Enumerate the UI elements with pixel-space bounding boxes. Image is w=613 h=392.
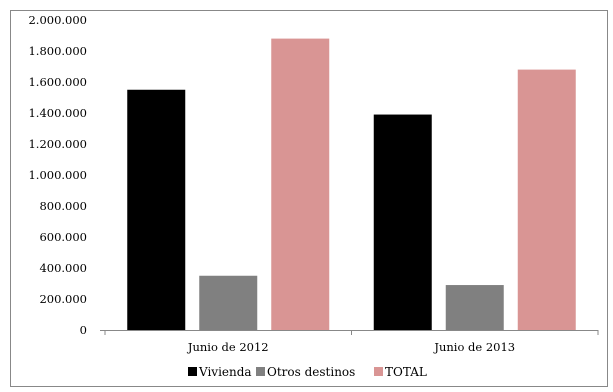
legend-swatch-otros-destinos — [256, 367, 265, 376]
y-tick-label: 600.000 — [39, 230, 87, 244]
y-tick-label: 1.600.000 — [28, 75, 87, 89]
y-tick-label: 1.200.000 — [28, 137, 87, 151]
bar-total — [271, 38, 330, 330]
y-tick-label: 800.000 — [39, 199, 87, 213]
bar-otros-destinos — [445, 285, 504, 330]
bar-otros-destinos — [199, 275, 258, 330]
y-tick-label: 200.000 — [39, 292, 87, 306]
legend-swatch-total — [374, 367, 383, 376]
x-axis-ticks: Junio de 2012 Junio de 2013 — [104, 330, 599, 354]
y-axis-ticks: 0 200.000 400.000 600.000 800.000 1.000.000 1.… — [28, 13, 87, 337]
y-tick-label: 1.400.000 — [28, 106, 87, 120]
legend-label-total: TOTAL — [385, 365, 427, 379]
x-tick-label: Junio de 2013 — [433, 340, 515, 354]
x-tick-label: Junio de 2012 — [187, 340, 269, 354]
legend-label-vivienda: Vivienda — [198, 365, 252, 379]
y-tick-label: 2.000.000 — [28, 13, 87, 27]
bar-total — [517, 69, 576, 330]
y-tick-label: 1.800.000 — [28, 44, 87, 58]
bar-vivienda — [373, 114, 432, 330]
legend-label-otros-destinos: Otros destinos — [267, 365, 355, 379]
bars — [127, 38, 576, 330]
legend: Vivienda Otros destinos TOTAL — [188, 365, 427, 379]
y-tick-label: 400.000 — [39, 261, 87, 275]
legend-swatch-vivienda — [188, 367, 197, 376]
y-tick-label: 0 — [80, 323, 87, 337]
y-tick-label: 1.000.000 — [28, 168, 87, 182]
bar-vivienda — [127, 89, 186, 330]
